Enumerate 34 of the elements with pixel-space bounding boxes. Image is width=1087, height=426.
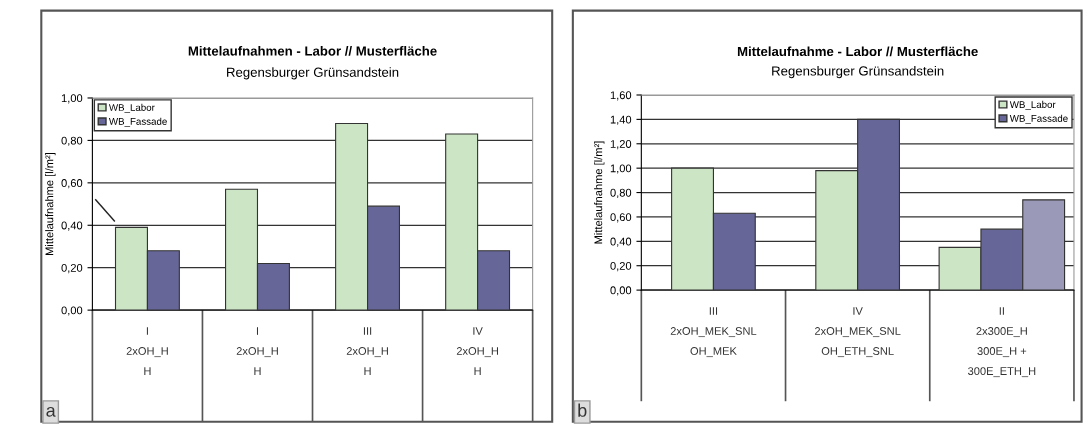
chart-title: Mittelaufnahme - Labor // Musterfläche — [737, 46, 978, 57]
x-tick-label: II 2x300E_H 300E_H + 300E_ETH_H — [968, 307, 1036, 378]
y-axis-title: Mittelaufnahme [l/m²] — [45, 152, 56, 256]
y-tick-label: 0,60 — [61, 179, 83, 189]
y-tick-label: 0,00 — [610, 286, 632, 296]
y-tick-label: 0,00 — [61, 306, 83, 316]
y-tick-label: 0,20 — [610, 261, 632, 272]
y-tick-label: 0,20 — [61, 263, 83, 274]
y-tick-label: 0,60 — [610, 213, 632, 223]
y-tick-label: 1,00 — [610, 164, 632, 174]
y-tick-label: 1,00 — [61, 94, 83, 104]
y-tick-label: 1,20 — [610, 140, 632, 150]
y-tick-label: 1,60 — [610, 91, 632, 101]
y-tick-label: 1,40 — [610, 115, 632, 125]
x-tick-label: IV 2xOH_MEK_SNL OH_ETH_SNL — [814, 307, 901, 358]
y-axis-title: Mittelaufnahme [l/m²] — [594, 141, 605, 244]
legend-label: WB_Fassade — [108, 117, 167, 127]
y-tick-label: 0,40 — [610, 237, 632, 247]
y-tick-label: 0,40 — [61, 221, 83, 231]
chart-subtitle: Regensburger Grünsandstein — [227, 67, 399, 80]
x-tick-label: IV 2xOH_H H — [456, 327, 498, 375]
x-tick-label: III 2xOH_MEK_SNL OH_MEK — [670, 307, 757, 358]
text: a — [46, 406, 56, 417]
chart-subtitle: Regensburger Grünsandstein — [772, 65, 944, 79]
chart-title: Mittelaufnahmen - Labor // Musterfläche — [188, 45, 437, 56]
x-tick-label: III 2xOH_H H — [346, 327, 388, 375]
y-tick-label: 0,80 — [610, 188, 632, 198]
text: b — [578, 403, 587, 417]
legend-label: WB_Fassade — [1009, 114, 1068, 124]
y-tick-label: 0,80 — [61, 136, 83, 146]
x-tick-label: I 2xOH_H H — [236, 327, 278, 375]
x-tick-label: I 2xOH_H H — [126, 327, 168, 375]
legend-label: WB_Labor — [108, 103, 155, 113]
legend-label: WB_Labor — [1009, 100, 1056, 110]
